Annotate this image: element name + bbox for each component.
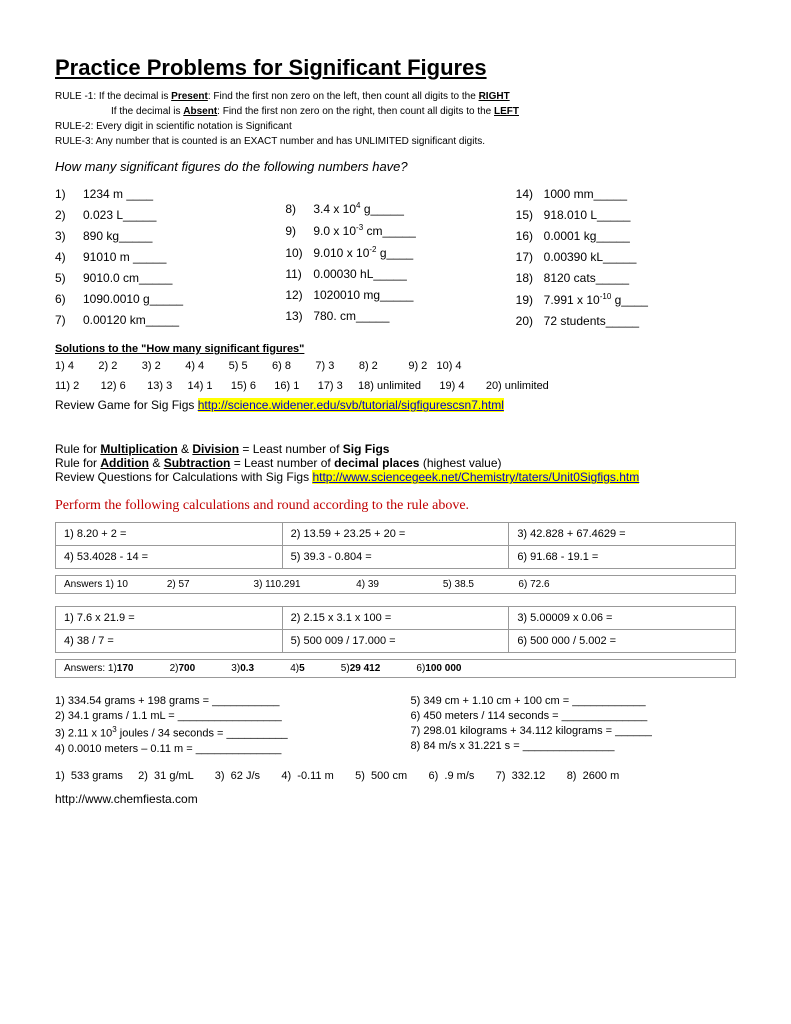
problem-item: 18)8120 cats_____ <box>516 271 736 285</box>
problem-item: 17)0.00390 kL_____ <box>516 250 736 264</box>
table-1: 1) 8.20 + 2 =2) 13.59 + 23.25 + 20 =3) 4… <box>55 522 736 569</box>
answers-1: Answers 1) 10 2) 57 3) 110.291 4) 39 5) … <box>55 575 736 594</box>
t2-c: 3) 5.00009 x 0.06 = <box>509 607 736 630</box>
problem-item: 1)1234 m ____ <box>55 187 275 201</box>
rules-section: Rule for Multiplication & Division = Lea… <box>55 442 736 484</box>
calc-item: 8) 84 m/s x 31.221 s = _______________ <box>411 740 737 752</box>
calc-left: 1) 334.54 grams + 198 grams = __________… <box>55 692 381 758</box>
problem-item: 6)1090.0010 g_____ <box>55 292 275 306</box>
mult-rule: Rule for Multiplication & Division = Lea… <box>55 442 736 456</box>
col-1: 1)1234 m ____ 2)0.023 L_____ 3)890 kg_____… <box>55 180 275 335</box>
footer-url: http://www.chemfiesta.com <box>55 792 736 806</box>
problem-item: 20)72 students_____ <box>516 314 736 328</box>
problem-item: 12)1020010 mg_____ <box>285 288 505 302</box>
problem-item: 14)1000 mm_____ <box>516 187 736 201</box>
problem-item: 15)918.010 L_____ <box>516 208 736 222</box>
calc-item: 7) 298.01 kilograms + 34.112 kilograms =… <box>411 725 737 737</box>
rule-1b: If the decimal is Absent: Find the first… <box>111 106 736 117</box>
calc-item: 4) 0.0010 meters – 0.11 m = ____________… <box>55 743 381 755</box>
problem-item: 10)9.010 x 10-2 g____ <box>285 245 505 260</box>
calc-item: 3) 2.11 x 103 joules / 34 seconds = ____… <box>55 725 381 740</box>
problem-item: 13)780. cm_____ <box>285 309 505 323</box>
problem-item: 11)0.00030 hL_____ <box>285 267 505 281</box>
worksheet: Practice Problems for Significant Figure… <box>0 0 791 1024</box>
rule-2: RULE-2: Every digit in scientific notati… <box>55 121 736 132</box>
problem-item: 19)7.991 x 10-10 g____ <box>516 292 736 307</box>
final-answers: 1) 533 grams 2) 31 g/mL 3) 62 J/s 4) -0.… <box>55 770 736 782</box>
t2-c: 1) 7.6 x 21.9 = <box>56 607 283 630</box>
calc-right: 5) 349 cm + 1.10 cm + 100 cm = _________… <box>411 692 737 758</box>
t2-c: 4) 38 / 7 = <box>56 630 283 653</box>
review-game: Review Game for Sig Figs http://science.… <box>55 398 736 412</box>
problem-item: 16)0.0001 kg_____ <box>516 229 736 243</box>
problems-columns: 1)1234 m ____ 2)0.023 L_____ 3)890 kg_____… <box>55 180 736 335</box>
review-link[interactable]: http://science.widener.edu/svb/tutorial/… <box>198 398 504 412</box>
perform-header: Perform the following calculations and r… <box>55 498 736 514</box>
solutions-2: 11) 2 12) 6 13) 3 14) 1 15) 6 16) 1 17) … <box>55 378 736 395</box>
review-questions: Review Questions for Calculations with S… <box>55 470 736 484</box>
calc-item: 1) 334.54 grams + 198 grams = __________… <box>55 695 381 707</box>
problem-item: 9)9.0 x 10-3 cm_____ <box>285 223 505 238</box>
calc-item: 5) 349 cm + 1.10 cm + 100 cm = _________… <box>411 695 737 707</box>
t1-c: 2) 13.59 + 23.25 + 20 = <box>282 523 509 546</box>
page-title: Practice Problems for Significant Figure… <box>55 55 736 81</box>
solutions-1: 1) 4 2) 2 3) 2 4) 4 5) 5 6) 8 7) 3 8) 2 … <box>55 358 736 375</box>
question: How many significant figures do the foll… <box>55 159 736 174</box>
calc-item: 2) 34.1 grams / 1.1 mL = _______________… <box>55 710 381 722</box>
problem-item: 4)91010 m _____ <box>55 250 275 264</box>
problem-item: 7)0.00120 km_____ <box>55 313 275 327</box>
t1-c: 6) 91.68 - 19.1 = <box>509 546 736 569</box>
t2-c: 2) 2.15 x 3.1 x 100 = <box>282 607 509 630</box>
calc-problems: 1) 334.54 grams + 198 grams = __________… <box>55 692 736 758</box>
rule-1: RULE -1: If the decimal is Present: Find… <box>55 91 736 102</box>
t1-c: 4) 53.4028 - 14 = <box>56 546 283 569</box>
rule-3: RULE-3: Any number that is counted is an… <box>55 136 736 147</box>
answers-2: Answers: 1)170 2)700 3)0.3 4)5 5)29 412 … <box>55 659 736 678</box>
col-3: 14)1000 mm_____ 15)918.010 L_____ 16)0.000… <box>516 180 736 335</box>
t1-c: 3) 42.828 + 67.4629 = <box>509 523 736 546</box>
solutions-header: Solutions to the "How many significant f… <box>55 343 736 355</box>
problem-item: 8)3.4 x 104 g_____ <box>285 201 505 216</box>
table-2: 1) 7.6 x 21.9 =2) 2.15 x 3.1 x 100 =3) 5… <box>55 606 736 653</box>
problem-item: 3)890 kg_____ <box>55 229 275 243</box>
calc-item: 6) 450 meters / 114 seconds = __________… <box>411 710 737 722</box>
problem-item: 2)0.023 L_____ <box>55 208 275 222</box>
t2-c: 6) 500 000 / 5.002 = <box>509 630 736 653</box>
review-q-link[interactable]: http://www.sciencegeek.net/Chemistry/tat… <box>312 470 639 484</box>
t1-c: 5) 39.3 - 0.804 = <box>282 546 509 569</box>
problem-item: 5)9010.0 cm_____ <box>55 271 275 285</box>
t1-c: 1) 8.20 + 2 = <box>56 523 283 546</box>
add-rule: Rule for Addition & Subtraction = Least … <box>55 456 736 470</box>
col-2: 8)3.4 x 104 g_____ 9)9.0 x 10-3 cm_____ 10… <box>285 180 505 335</box>
t2-c: 5) 500 009 / 17.000 = <box>282 630 509 653</box>
